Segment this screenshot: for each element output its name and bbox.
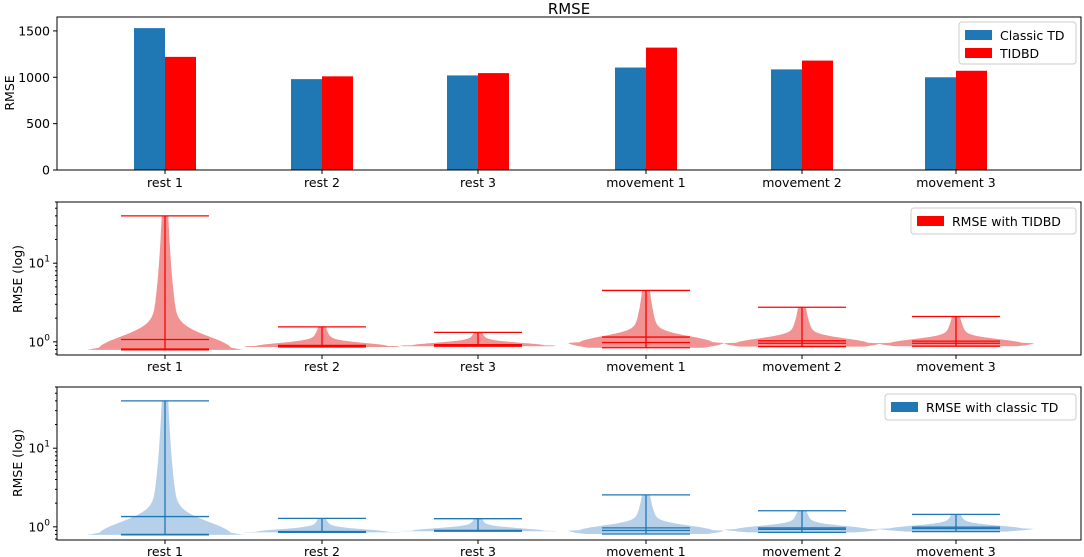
bar-classic-td-movement-1	[615, 67, 646, 170]
legend-box	[884, 393, 1077, 421]
legend-box	[910, 207, 1077, 235]
y-axis-label: RMSE (log)	[10, 429, 25, 497]
x-tick-label: rest 3	[460, 175, 496, 190]
x-tick-label: movement 2	[762, 544, 842, 557]
x-tick-label: rest 2	[304, 544, 340, 557]
legend-swatch-classic-td	[891, 402, 918, 412]
plot-frame	[56, 201, 1082, 356]
y-axis-label: RMSE (log)	[10, 245, 25, 313]
y-tick-label: 1500	[18, 23, 50, 38]
x-tick-label: rest 3	[460, 544, 496, 557]
rmse-bar-chart: RMSE RMSE 0 500 1000 1500 rest 1 rest 2 rest 3…	[2, 0, 1082, 190]
y-tick-label: 500	[26, 116, 50, 131]
x-tick-label: movement 1	[606, 359, 686, 374]
bar-classic-td-rest-3	[447, 75, 478, 170]
x-tick-label: movement 3	[916, 544, 996, 557]
y-tick-label: 100	[28, 518, 50, 534]
chart-title: RMSE	[548, 0, 590, 18]
legend-label-rmse-classic-td: RMSE with classic TD	[926, 400, 1058, 415]
x-tick-label: movement 2	[762, 175, 842, 190]
legend-label-classic-td: Classic TD	[1000, 28, 1064, 43]
legend-label-tidbd: TIDBD	[999, 46, 1039, 61]
plot-frame	[56, 386, 1082, 541]
bar-tidbd-movement-2	[802, 60, 833, 170]
bar-tidbd-rest-3	[478, 73, 509, 170]
x-tick-label: movement 3	[916, 359, 996, 374]
x-tick-label: rest 1	[147, 544, 183, 557]
plot-frame	[56, 16, 1082, 171]
bar-classic-td-rest-2	[291, 79, 322, 170]
x-tick-label: movement 2	[762, 359, 842, 374]
y-tick-label: 101	[28, 255, 50, 271]
legend: RMSE with classic TD	[884, 393, 1077, 421]
bar-tidbd-movement-3	[956, 70, 987, 170]
y-tick-label: 0	[42, 163, 50, 178]
x-tick-label: rest 2	[304, 359, 340, 374]
classic-td-violin-chart: RMSE (log) 100 101 rest 1 rest 2 rest 3 movem…	[10, 386, 1082, 557]
x-tick-label: rest 1	[147, 175, 183, 190]
x-tick-label: rest 1	[147, 359, 183, 374]
y-tick-label: 101	[28, 440, 50, 456]
legend: Classic TD TIDBD	[958, 21, 1077, 65]
bar-tidbd-rest-1	[165, 56, 196, 170]
x-tick-label: rest 2	[304, 175, 340, 190]
bar-tidbd-movement-1	[646, 47, 677, 170]
x-tick-label: movement 3	[916, 175, 996, 190]
y-tick-label: 1000	[18, 70, 50, 85]
tidbd-violin-chart: RMSE (log) 100 101 rest 1 rest 2 rest 3 movem…	[10, 201, 1082, 374]
y-axis-label: RMSE	[2, 75, 17, 110]
legend-swatch-tidbd	[917, 216, 944, 226]
legend-swatch-tidbd	[965, 48, 992, 58]
bar-classic-td-rest-1	[134, 28, 165, 170]
bar-tidbd-rest-2	[322, 76, 353, 170]
legend-label-rmse-tidbd: RMSE with TIDBD	[952, 214, 1061, 229]
x-tick-label: movement 1	[606, 175, 686, 190]
bar-classic-td-movement-2	[771, 69, 802, 170]
legend: RMSE with TIDBD	[910, 207, 1077, 235]
x-tick-label: rest 3	[460, 359, 496, 374]
x-tick-label: movement 1	[606, 544, 686, 557]
bar-classic-td-movement-3	[925, 77, 956, 170]
y-tick-label: 100	[28, 333, 50, 349]
legend-swatch-classic-td	[965, 30, 992, 40]
